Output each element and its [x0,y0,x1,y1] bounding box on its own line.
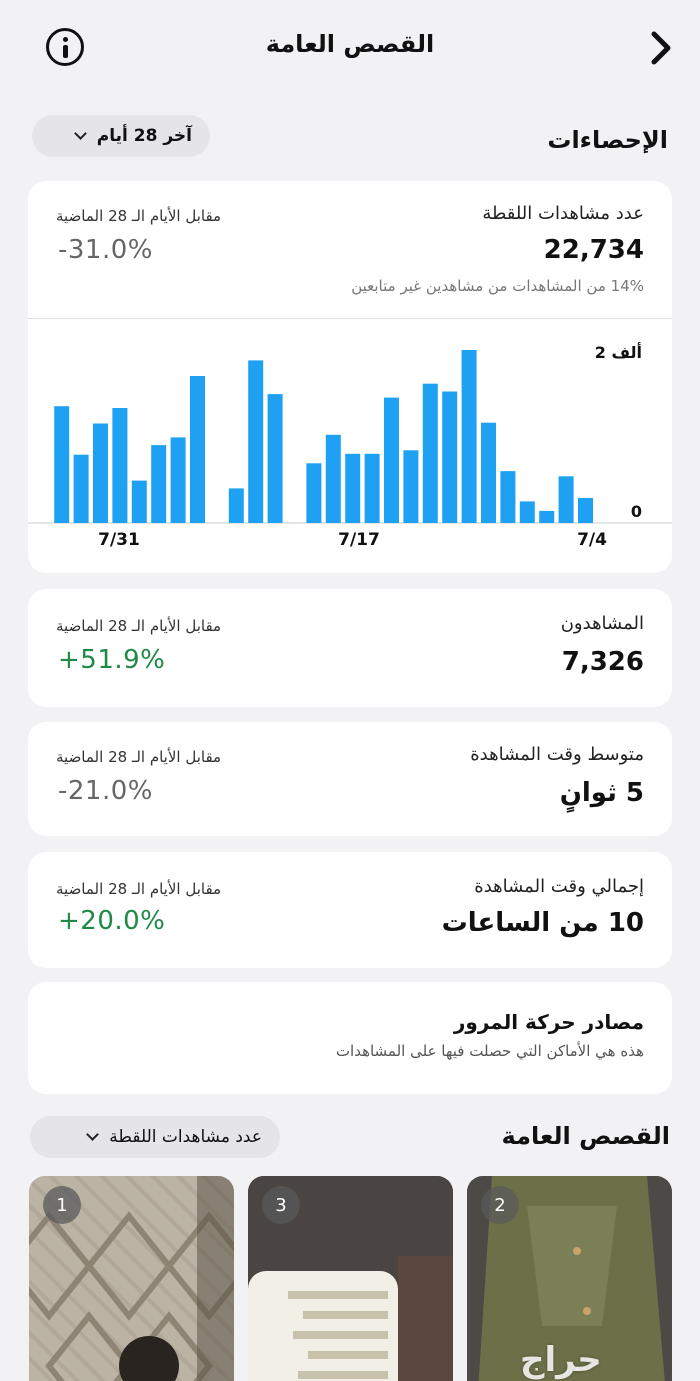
rank-badge: 3 [262,1186,300,1224]
public-stories-title: القصص العامة [501,1122,670,1150]
chart-y-tick-label: 2 ألف [595,342,642,362]
page-title: القصص العامة [265,30,435,58]
total-watch-card: إجمالي وقت المشاهدة 10 من الساعات مقابل … [28,852,672,968]
chart-bar [170,437,186,523]
rug-pattern-image [29,1176,234,1381]
chart-bar [519,501,535,523]
chart-bar [578,497,593,523]
chart-bar [325,434,341,523]
viewers-compare-value: +51.9% [58,645,166,675]
stats-title: الإحصاءات [547,126,668,154]
sort-label: عدد مشاهدات اللقطة [109,1127,262,1147]
period-dropdown[interactable]: آخر 28 أيام [32,115,210,157]
chart-bar [267,394,283,523]
rank-badge: 2 [481,1186,519,1224]
chart-x-tick-label: 7/31 [98,530,140,550]
avg-watch-card: متوسط وقت المشاهدة 5 ثوانٍ مقابل الأيام … [28,722,672,836]
impressions-chart: 2 ألف 0 7/31 7/17 7/4 [28,342,672,550]
rank-badge: 1 [43,1186,81,1224]
avg-watch-compare-label: مقابل الأيام الـ 28 الماضية [56,748,222,766]
chart-bar [539,510,555,523]
chart-bar [364,453,380,523]
impressions-label: عدد مشاهدات اللقطة [482,203,644,224]
period-label: آخر 28 أيام [96,126,192,146]
chart-bar [190,376,205,523]
impressions-compare-label: مقابل الأيام الـ 28 الماضية [56,207,222,225]
top-bar: القصص العامة [0,0,700,95]
avg-watch-label: متوسط وقت المشاهدة [470,744,644,765]
story-thumbnail[interactable]: 2 [467,1176,672,1381]
chevron-down-icon [86,1128,100,1141]
chart-bar [500,471,516,523]
chart-y-tick-label: 0 [631,502,642,521]
total-watch-compare-label: مقابل الأيام الـ 28 الماضية [56,880,222,898]
avg-watch-value: 5 ثوانٍ [559,778,644,808]
chart-bar [345,453,361,523]
story-thumbnail[interactable]: 1 [29,1176,234,1381]
traffic-title: مصادر حركة المرور [453,1010,644,1034]
viewers-card: المشاهدون 7,326 مقابل الأيام الـ 28 الما… [28,589,672,707]
impressions-compare-value: -31.0% [58,235,153,265]
chart-bar [248,360,264,523]
chart-bar [228,488,244,523]
chart-bar [306,463,322,523]
story-thumbnail[interactable]: 3 [248,1176,453,1381]
total-watch-label: إجمالي وقت المشاهدة [474,876,644,897]
chart-bar [54,406,70,523]
impressions-note: 14% من المشاهدات من مشاهدين غير متابعين [351,277,644,295]
info-icon[interactable] [46,28,84,66]
chart-bar [461,350,477,523]
total-watch-compare-value: +20.0% [58,906,166,936]
viewers-label: المشاهدون [560,613,644,634]
chevron-down-icon [73,127,87,140]
chart-bar [151,445,167,523]
chart-bar [442,391,458,523]
chart-x-tick-label: 7/17 [338,530,380,550]
viewers-value: 7,326 [561,647,644,677]
traffic-sources-card[interactable]: مصادر حركة المرور هذه هي الأماكن التي حص… [28,982,672,1094]
chart-bar [558,476,574,523]
chart-bar [131,480,147,523]
chevron-right-icon[interactable] [644,28,678,68]
viewers-compare-label: مقابل الأيام الـ 28 الماضية [56,617,222,635]
traffic-description: هذه هي الأماكن التي حصلت فيها على المشاه… [335,1042,644,1060]
total-watch-value: 10 من الساعات [441,908,644,938]
chart-bar [422,383,438,523]
chart-bar [403,450,419,523]
chart-bar [384,397,399,523]
watermark-logo: حراج [520,1340,602,1380]
chart-bar [481,422,496,523]
knit-top-image [467,1176,672,1381]
impressions-value: 22,734 [543,235,644,265]
chart-bar [73,454,89,523]
chart-bar [93,423,108,523]
chart-bar [112,408,128,523]
impressions-card: عدد مشاهدات اللقطة 22,734 14% من المشاهد… [28,181,672,573]
avg-watch-compare-value: -21.0% [58,776,153,806]
chart-x-tick-label: 7/4 [577,530,607,550]
sort-dropdown[interactable]: عدد مشاهدات اللقطة [30,1116,280,1158]
card-divider [28,318,672,319]
